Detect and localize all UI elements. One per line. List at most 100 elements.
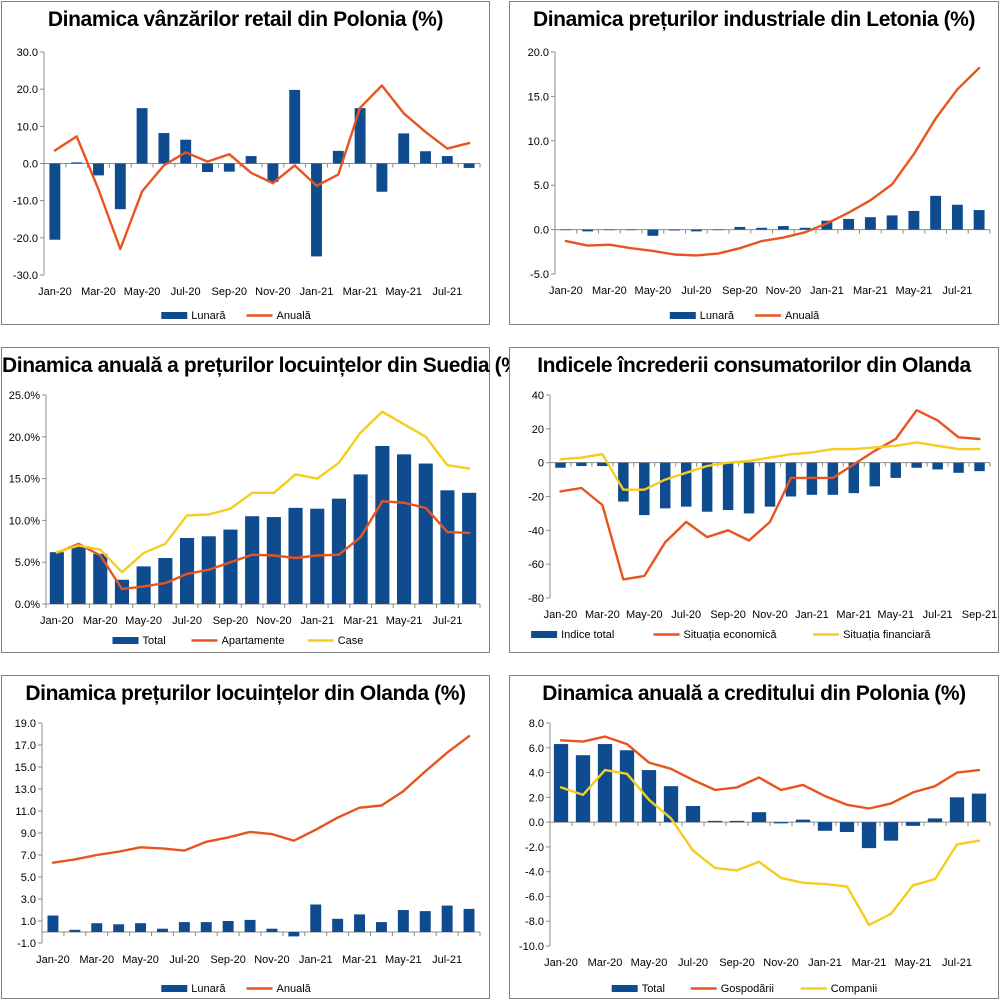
y-tick-label: 30.0 (17, 47, 38, 59)
bar (886, 215, 898, 230)
bar (930, 195, 942, 230)
y-tick-label: 6.0 (529, 743, 544, 755)
legend-label: Total (642, 983, 665, 995)
chart-panel-housing-netherlands: Dinamica prețurilor locuințelor din Olan… (1, 675, 490, 999)
bar (223, 529, 238, 604)
x-tick-label: Jan-20 (544, 609, 578, 621)
bar (729, 820, 745, 823)
y-tick-label: 0 (538, 458, 544, 470)
y-tick-label: 1.0 (21, 916, 36, 928)
x-tick-label: May-21 (385, 286, 422, 298)
y-tick-label: 13.0 (15, 784, 36, 796)
chart-panel-credit-poland: Dinamica anuală a creditului din Polonia… (509, 675, 999, 999)
legend-label: Situația economică (684, 629, 778, 641)
bar (701, 462, 713, 512)
x-tick-label: Jan-21 (299, 954, 333, 966)
x-tick-label: May-21 (877, 609, 914, 621)
bar (669, 229, 681, 231)
bar (951, 204, 963, 230)
bar (156, 928, 168, 932)
legend-label: Lunară (191, 310, 226, 322)
bar (680, 462, 692, 507)
y-tick-label: 0.0 (534, 225, 549, 237)
chart-title: Dinamica anuală a creditului din Polonia… (542, 682, 966, 705)
bar (890, 462, 901, 478)
x-tick-label: Jul-21 (432, 286, 462, 298)
y-tick-label: -40 (528, 525, 544, 537)
x-tick-label: Jan-20 (544, 957, 578, 969)
bar (953, 462, 964, 473)
series-line (55, 499, 471, 591)
chart-panel-industrial-latvia: Dinamica prețurilor industriale din Leto… (509, 1, 999, 325)
bar (821, 220, 833, 230)
bar (288, 507, 303, 604)
bar (71, 546, 86, 604)
bar (332, 150, 344, 164)
bar (267, 163, 279, 183)
legend-swatch (161, 985, 188, 992)
x-tick-label: Mar-21 (342, 954, 377, 966)
y-tick-label: 15.0 (528, 91, 549, 103)
x-tick-label: Jul-20 (169, 954, 199, 966)
y-tick-label: 2.0 (529, 792, 544, 804)
bar (663, 786, 679, 823)
y-tick-label: 19.0 (15, 718, 36, 730)
bar (289, 89, 301, 164)
chart-panel-housing-sweden: Dinamica anuală a prețurilor locuințelor… (1, 347, 527, 653)
legend-swatch (112, 637, 139, 644)
bar (245, 516, 260, 604)
series-line (559, 441, 981, 491)
x-tick-label: May-20 (635, 285, 672, 297)
y-tick-label: -8.0 (525, 916, 544, 928)
y-tick-label: 4.0 (529, 768, 544, 780)
x-tick-label: Mar-21 (853, 285, 888, 297)
bar (575, 755, 591, 823)
series-line (564, 66, 981, 257)
y-tick-label: -30.0 (13, 270, 38, 282)
x-tick-label: Nov-20 (766, 285, 801, 297)
legend-label: Case (338, 635, 364, 647)
bar (641, 770, 657, 823)
bar (905, 822, 921, 826)
bar (973, 210, 985, 230)
series-line (53, 84, 471, 251)
bar (375, 445, 390, 604)
bar (376, 163, 388, 192)
x-tick-label: May-21 (896, 285, 933, 297)
legend-swatch (611, 985, 638, 992)
bar (647, 229, 659, 236)
chart-panel-retail-poland: Dinamica vânzărilor retail din Polonia (… (1, 1, 490, 325)
legend: Lunară Anuală (669, 310, 820, 322)
x-tick-label: Jan-21 (300, 615, 334, 627)
bar (974, 462, 985, 472)
legend-label: Indice total (561, 629, 614, 641)
bar (553, 744, 569, 823)
legend: Lunară Anuală (161, 983, 312, 995)
series-line (51, 735, 471, 864)
x-tick-label: May-21 (386, 615, 423, 627)
bar (582, 229, 594, 232)
x-tick-label: Jan-21 (808, 957, 842, 969)
chart-housing-netherlands: 19.017.015.013.011.09.07.05.03.01.0-1.0J… (15, 718, 481, 995)
x-tick-label: Jul-21 (432, 615, 462, 627)
y-tick-label: 7.0 (21, 850, 36, 862)
x-tick-label: Jul-21 (432, 954, 462, 966)
x-tick-label: May-20 (125, 615, 162, 627)
legend-label: Gospodării (721, 983, 774, 995)
y-tick-label: 25.0% (9, 390, 40, 402)
bar (91, 923, 103, 932)
bar (93, 553, 108, 604)
bar (864, 217, 876, 230)
bar (712, 229, 724, 231)
legend-label: Lunară (191, 983, 226, 995)
y-tick-label: 20.0 (528, 47, 549, 59)
bar (245, 156, 257, 164)
x-tick-label: May-21 (385, 954, 422, 966)
bar (158, 558, 173, 604)
x-tick-label: Sep-20 (212, 286, 247, 298)
bar (932, 462, 943, 470)
bar (223, 163, 235, 172)
chart-title: Dinamica prețurilor industriale din Leto… (532, 8, 976, 31)
